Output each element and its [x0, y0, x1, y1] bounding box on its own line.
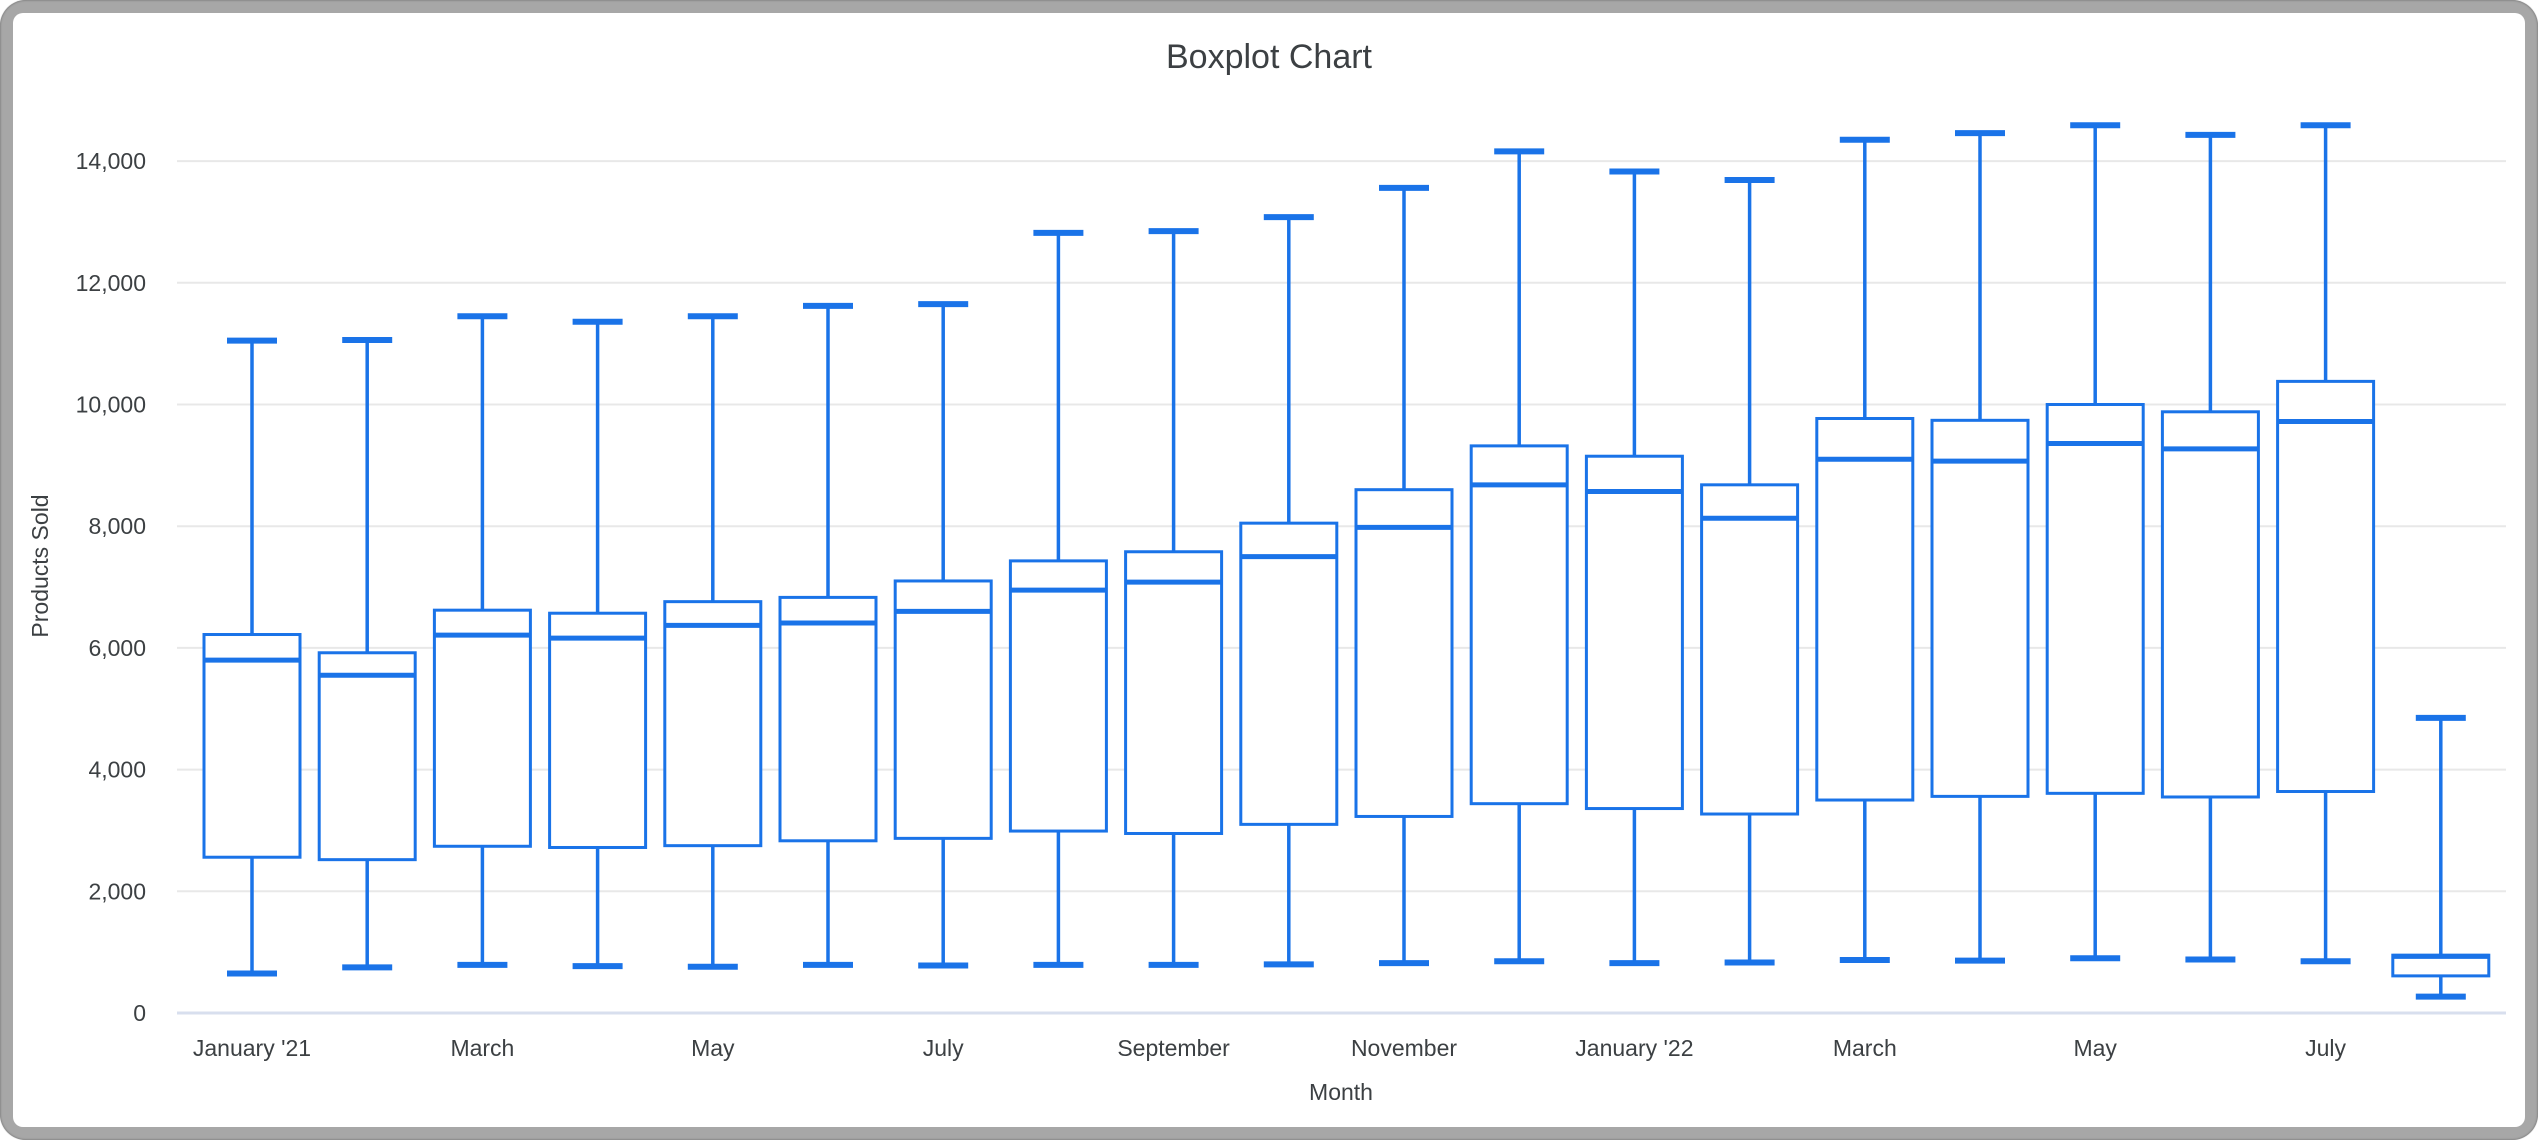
boxplot-November '21[interactable]	[1354, 184, 1454, 967]
y-axis-title: Products Sold	[27, 494, 53, 637]
y-tick-2000: 2,000	[88, 878, 146, 904]
iqr-box	[1584, 454, 1684, 811]
x-tick-July: July	[923, 1035, 964, 1061]
boxplot-June '22[interactable]	[2160, 131, 2260, 963]
iqr-box	[778, 595, 878, 843]
y-tick-4000: 4,000	[88, 757, 146, 783]
boxplot-February '21[interactable]	[317, 336, 417, 971]
boxplot-August '21[interactable]	[1008, 229, 1108, 968]
y-tick-12000: 12,000	[76, 270, 146, 296]
x-tick-September: September	[1117, 1035, 1230, 1061]
iqr-box	[432, 608, 532, 848]
y-tick-6000: 6,000	[88, 635, 146, 661]
y-tick-8000: 8,000	[88, 513, 146, 539]
boxplot-January '21[interactable]	[202, 337, 302, 977]
x-tick-January '22: January '22	[1575, 1035, 1693, 1061]
boxplot-series	[202, 122, 2491, 1000]
boxplot-April '22[interactable]	[1930, 130, 2030, 964]
boxplot-June '21[interactable]	[778, 302, 878, 968]
iqr-box	[1930, 418, 2030, 798]
gridlines-layer	[177, 160, 2506, 1015]
iqr-box	[2160, 410, 2260, 799]
boxplot-February '22[interactable]	[1700, 176, 1800, 966]
boxplot-July '22[interactable]	[2276, 122, 2376, 965]
x-tick-July: July	[2305, 1035, 2346, 1061]
boxplot-July '21[interactable]	[893, 301, 993, 969]
x-tick-May: May	[2073, 1035, 2117, 1061]
boxplot-April '21[interactable]	[548, 318, 648, 970]
chart-title: Boxplot Chart	[1166, 38, 1373, 76]
boxplot-September '21[interactable]	[1124, 228, 1224, 968]
y-tick-labels: 0 2,000 4,000 6,000 8,000 10,000 12,000 14,000	[76, 148, 146, 1026]
iqr-box	[1700, 483, 1800, 816]
x-tick-March: March	[1833, 1035, 1897, 1061]
boxplot-August '22[interactable]	[2391, 714, 2491, 1000]
x-axis-title: Month	[1309, 1079, 1373, 1105]
iqr-box	[548, 611, 648, 849]
boxplot-January '22[interactable]	[1584, 168, 1684, 967]
boxplot-March '21[interactable]	[432, 313, 532, 968]
iqr-box	[1008, 559, 1108, 833]
x-tick-January '21: January '21	[193, 1035, 311, 1061]
boxplot-May '21[interactable]	[663, 313, 763, 970]
y-tick-0: 0	[133, 1000, 146, 1026]
iqr-box	[1124, 550, 1224, 835]
iqr-box	[893, 579, 993, 840]
iqr-box	[1239, 521, 1339, 826]
boxplot-May '22[interactable]	[2045, 122, 2145, 962]
iqr-box	[1815, 416, 1915, 802]
iqr-box	[1469, 444, 1569, 806]
boxplot-March '22[interactable]	[1815, 136, 1915, 964]
boxplot-December '21[interactable]	[1469, 148, 1569, 965]
x-tick-May: May	[691, 1035, 735, 1061]
y-tick-10000: 10,000	[76, 392, 146, 418]
x-tick-March: March	[450, 1035, 514, 1061]
y-tick-14000: 14,000	[76, 148, 146, 174]
iqr-box	[2276, 379, 2376, 794]
x-tick-November: November	[1351, 1035, 1457, 1061]
x-tick-labels: January '21 March May July September November…	[193, 1035, 2347, 1061]
iqr-box	[317, 651, 417, 862]
iqr-box	[202, 633, 302, 859]
iqr-box	[1354, 488, 1454, 818]
iqr-box	[2045, 403, 2145, 795]
iqr-box	[663, 600, 763, 848]
boxplot-October '21[interactable]	[1239, 214, 1339, 968]
